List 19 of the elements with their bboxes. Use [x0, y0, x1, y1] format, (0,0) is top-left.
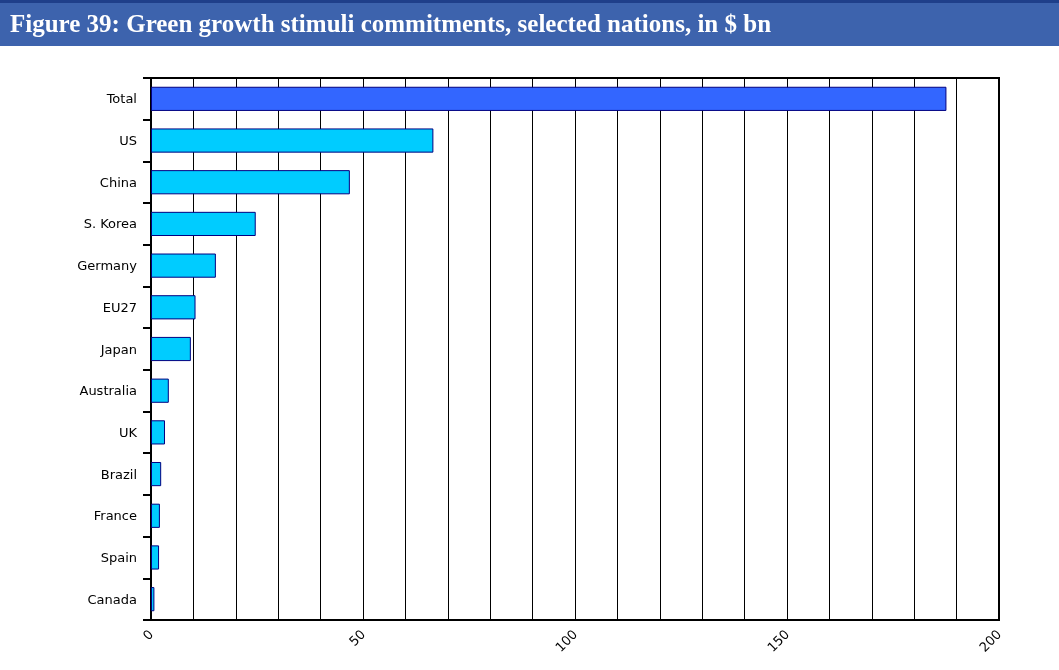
- x-tick-label: 100: [552, 626, 581, 655]
- y-tick-label: S. Korea: [83, 216, 137, 232]
- y-tick-label: Australia: [79, 383, 137, 399]
- x-tick-label: 0: [139, 626, 157, 644]
- y-tick-label: Spain: [100, 549, 137, 565]
- y-tick-label: China: [99, 174, 137, 190]
- y-tick-label: France: [93, 508, 137, 524]
- y-tick-label: Total: [105, 91, 137, 107]
- x-tick-label: 200: [976, 626, 1005, 655]
- y-tick-label: US: [119, 133, 137, 149]
- y-tick-label: UK: [118, 424, 138, 440]
- y-tick-label: Germany: [77, 258, 138, 274]
- x-tick-label: 150: [764, 626, 793, 655]
- y-tick-label: Brazil: [100, 466, 137, 482]
- chart-title: Figure 39: Green growth stimuli commitments, selected nations, in $ bn: [0, 0, 1059, 46]
- y-tick-label: EU27: [102, 299, 137, 315]
- x-tick-label: 50: [346, 626, 369, 649]
- y-tick-label: Canada: [87, 591, 137, 607]
- y-tick-label: Japan: [99, 341, 137, 357]
